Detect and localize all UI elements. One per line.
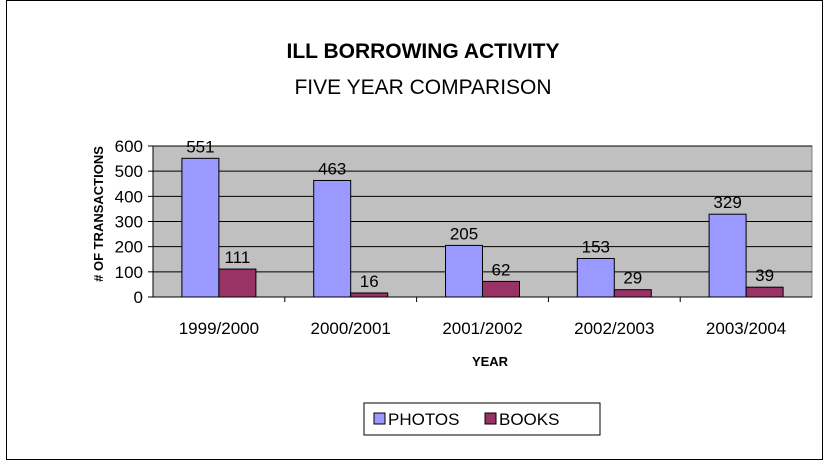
data-label-photos: 551 xyxy=(186,137,214,156)
bar-books xyxy=(613,289,652,298)
legend-label-photos: PHOTOS xyxy=(388,410,459,429)
data-label-books: 16 xyxy=(360,272,379,291)
y-tick-label: 600 xyxy=(115,137,143,156)
bar-books xyxy=(745,286,784,298)
y-tick-label: 100 xyxy=(115,263,143,282)
legend-swatch-photos xyxy=(373,412,386,425)
y-tick-label: 500 xyxy=(115,162,143,181)
data-label-books: 39 xyxy=(755,266,774,285)
data-label-photos: 153 xyxy=(582,237,610,256)
y-tick-label: 0 xyxy=(134,288,143,307)
bar-books xyxy=(482,280,520,298)
bars xyxy=(181,157,784,298)
data-label-books: 29 xyxy=(623,269,642,288)
bar-photos xyxy=(445,244,483,298)
bar-photos xyxy=(576,257,615,298)
x-tick-label: 2002/2003 xyxy=(574,319,654,338)
chart-subtitle: FIVE YEAR COMPARISON xyxy=(294,76,551,99)
legend-box xyxy=(363,402,601,436)
bar-photos xyxy=(708,213,747,298)
x-tick-label: 2000/2001 xyxy=(311,319,391,338)
chart-title: ILL BORROWING ACTIVITY xyxy=(287,40,560,63)
legend-label-books: BOOKS xyxy=(499,410,559,429)
y-axis-ticks: 0 100 200 300 400 500 600 xyxy=(115,137,153,307)
data-labels: 551 463 205 153 329 111 16 62 29 39 xyxy=(186,137,774,291)
y-tick-label: 300 xyxy=(115,213,143,232)
data-label-books: 62 xyxy=(492,260,511,279)
x-tick-label: 2003/2004 xyxy=(706,319,786,338)
bar-books xyxy=(218,268,257,298)
y-axis-title: # OF TRANSACTIONS xyxy=(91,146,106,282)
legend: PHOTOS BOOKS xyxy=(363,402,601,436)
data-label-photos: 463 xyxy=(318,159,346,178)
y-tick-label: 400 xyxy=(115,187,143,206)
data-label-photos: 205 xyxy=(450,224,478,243)
bar-photos xyxy=(181,157,220,298)
x-axis-ticks: 1999/2000 2000/2001 2001/2002 2002/2003 2003… xyxy=(179,297,786,338)
y-tick-label: 200 xyxy=(115,238,143,257)
data-label-books: 111 xyxy=(224,248,250,267)
data-label-photos: 329 xyxy=(713,193,741,212)
legend-swatch-books xyxy=(484,412,497,425)
bar-photos xyxy=(313,179,352,298)
bar-books xyxy=(350,292,389,298)
x-axis-title: YEAR xyxy=(472,354,509,369)
x-tick-label: 1999/2000 xyxy=(179,319,259,338)
x-tick-label: 2001/2002 xyxy=(442,319,522,338)
